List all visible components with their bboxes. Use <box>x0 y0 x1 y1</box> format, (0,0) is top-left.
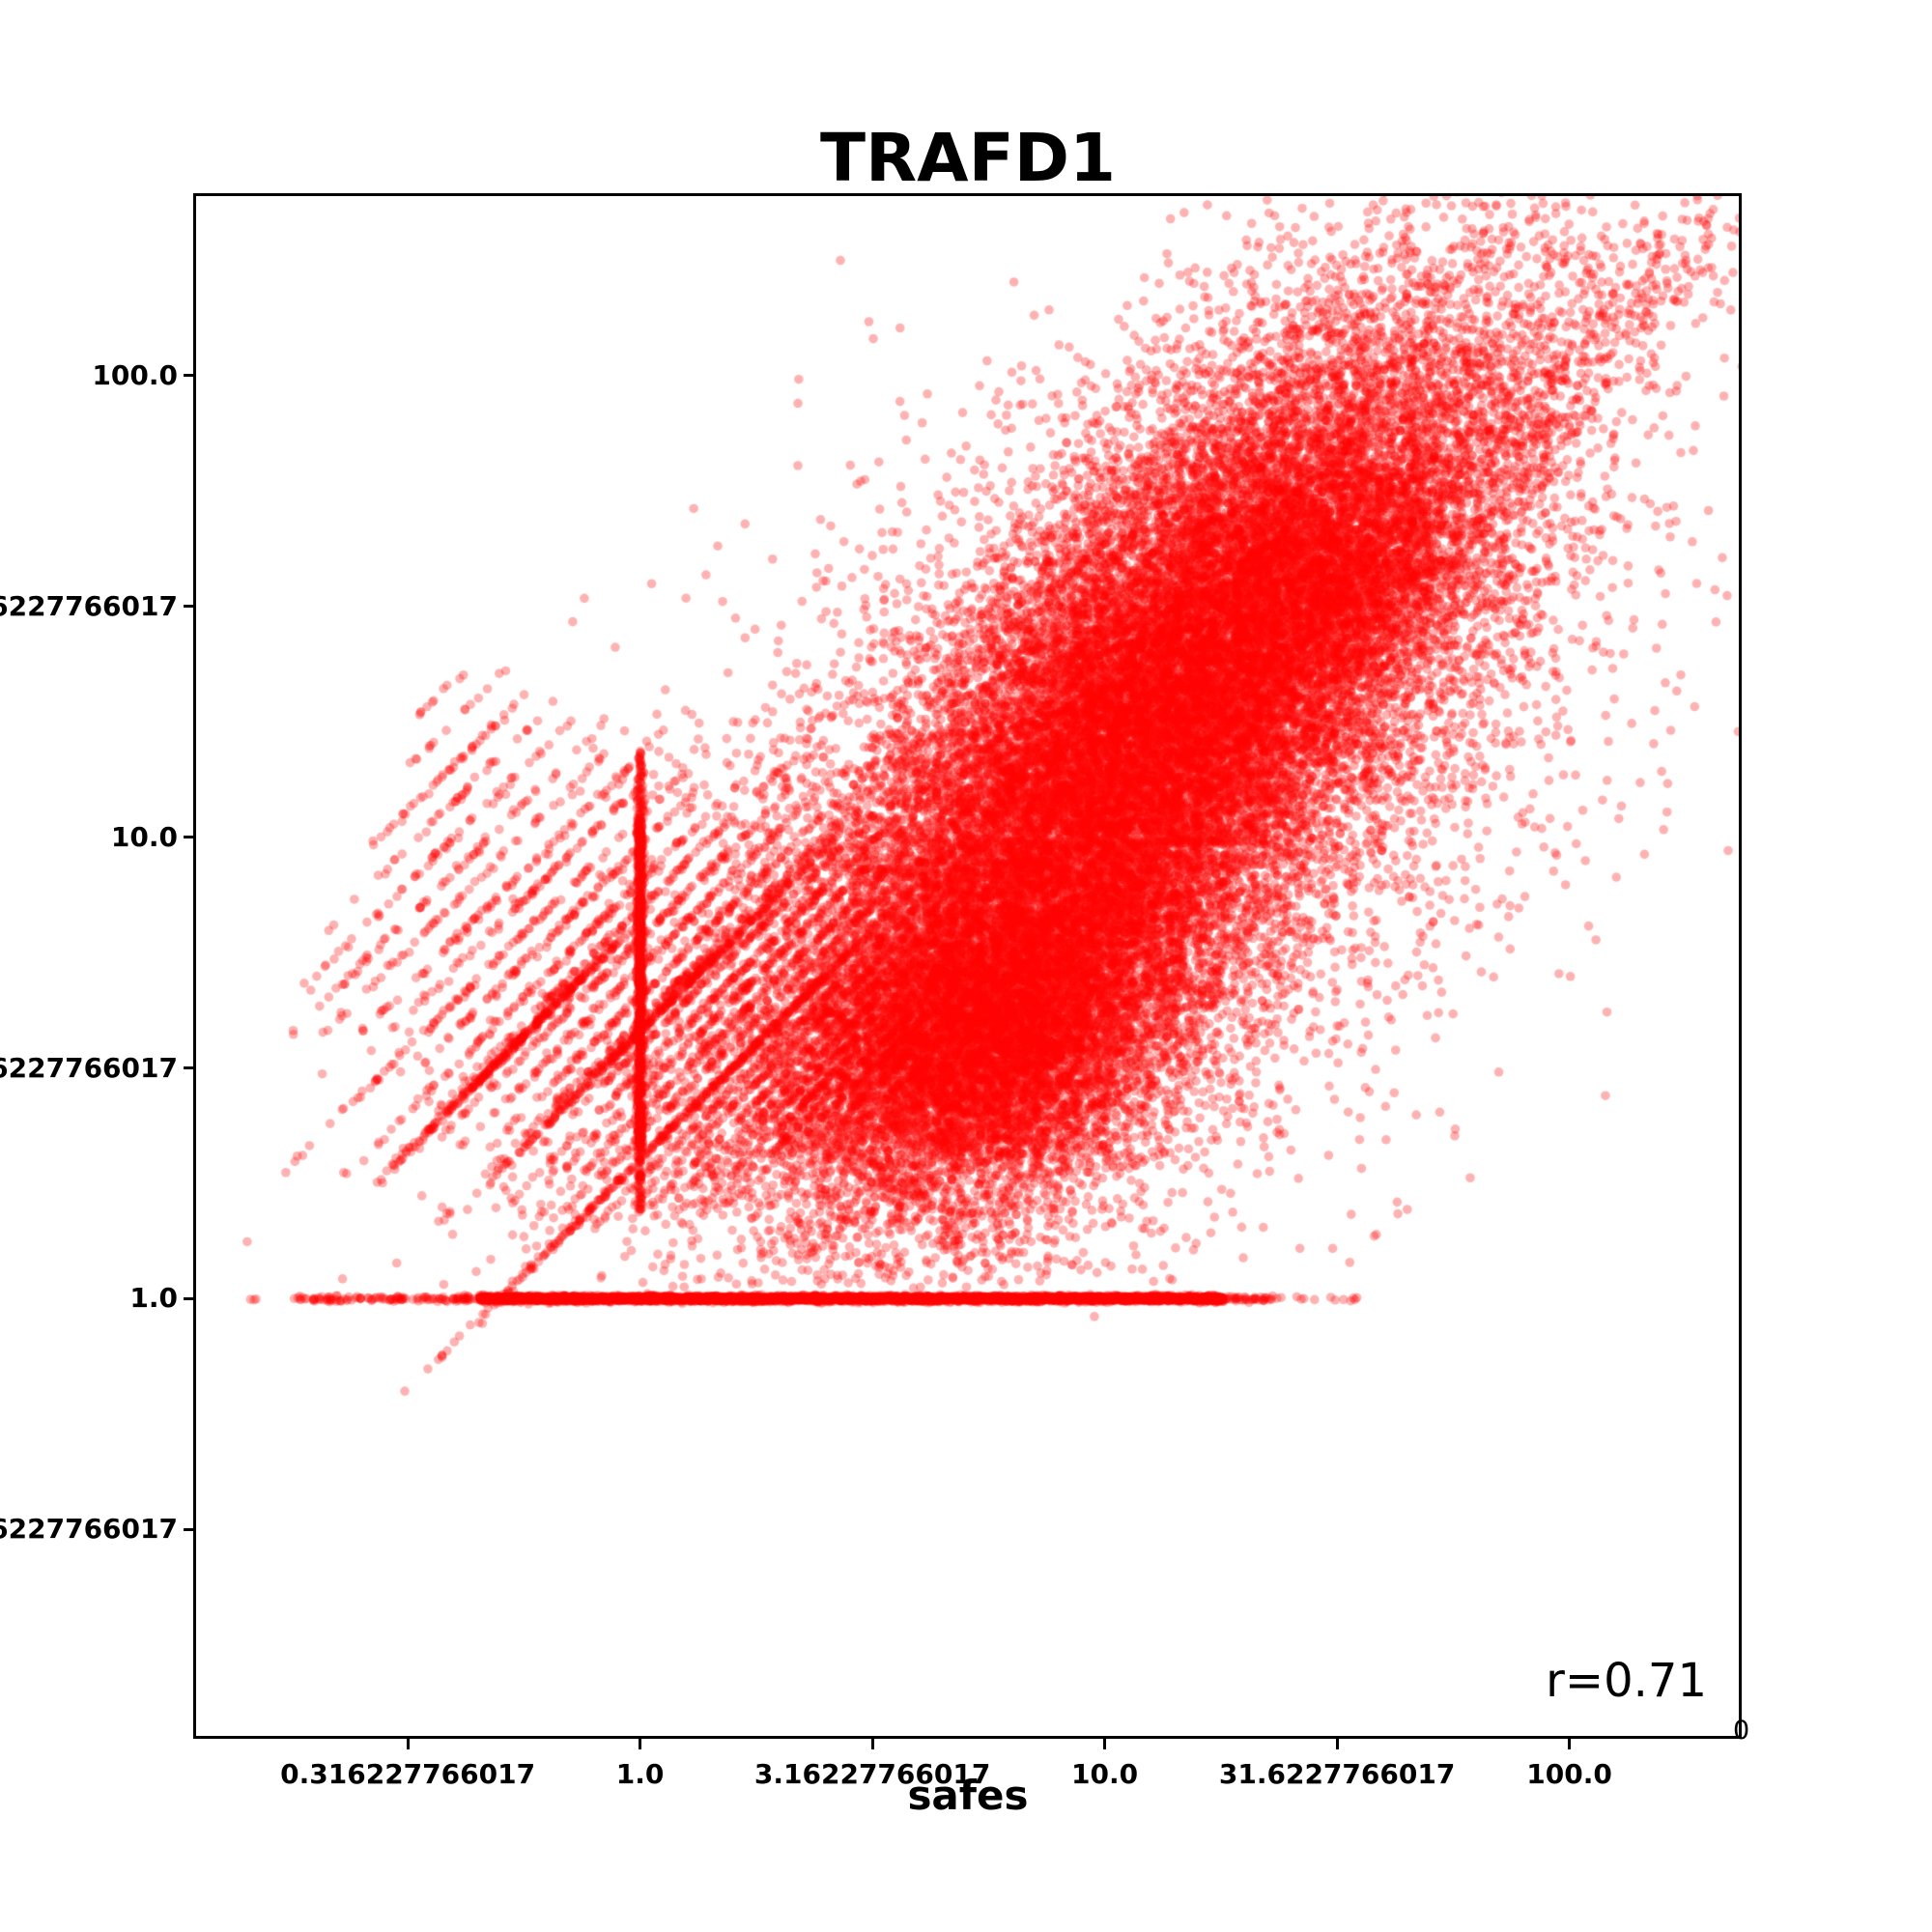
y-tick-mark <box>184 1527 194 1531</box>
y-tick-mark <box>184 836 194 839</box>
y-tick-label: 31.6227766017 <box>0 589 178 622</box>
x-tick-mark <box>1335 1738 1339 1749</box>
x-tick-label: 31.6227766017 <box>1218 1758 1456 1790</box>
y-tick-mark <box>184 1296 194 1300</box>
x-tick-mark <box>1568 1738 1572 1749</box>
x-tick-label: 100.0 <box>1526 1758 1612 1790</box>
y-tick-label: 10.0 <box>110 820 178 853</box>
plot-title: TRAFD1 <box>819 120 1117 197</box>
y-tick-label: 0.316227766017 <box>0 1513 178 1546</box>
x-axis-label: safes <box>907 1772 1029 1819</box>
x-tick-mark <box>1103 1738 1107 1749</box>
corner-artifact-label: 0 <box>1733 1716 1750 1746</box>
x-tick-label: 0.316227766017 <box>280 1758 536 1790</box>
y-tick-mark <box>184 605 194 609</box>
y-tick-label: 100.0 <box>92 358 178 391</box>
x-tick-label: 1.0 <box>615 1758 665 1790</box>
x-tick-label: 3.16227766017 <box>753 1758 991 1790</box>
y-tick-mark <box>184 1066 194 1069</box>
x-tick-mark <box>870 1738 874 1749</box>
x-tick-mark <box>639 1738 642 1749</box>
x-tick-mark <box>406 1738 410 1749</box>
y-tick-label: 3.16227766017 <box>0 1051 178 1084</box>
y-tick-mark <box>184 374 194 378</box>
y-tick-label: 1.0 <box>129 1282 178 1315</box>
x-tick-label: 10.0 <box>1071 1758 1139 1790</box>
correlation-annotation: r=0.71 <box>1546 1654 1707 1708</box>
